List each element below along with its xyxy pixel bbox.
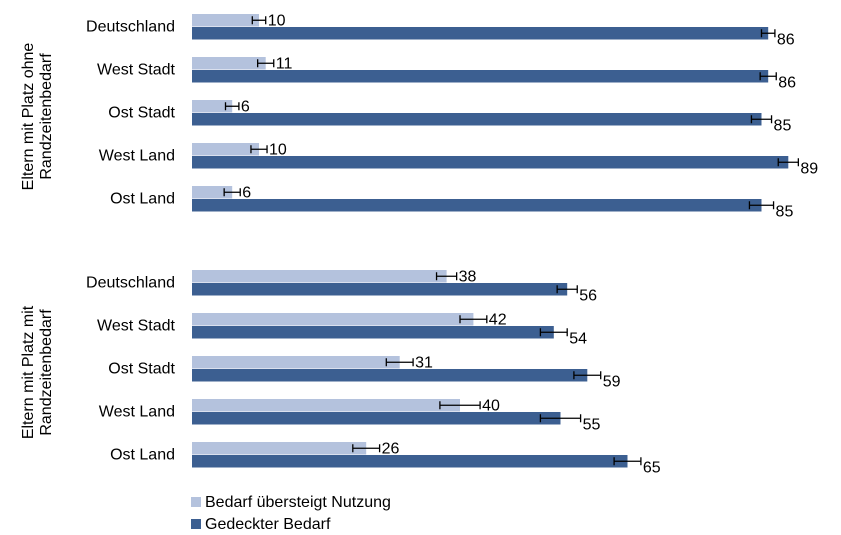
data-label: 42: [489, 312, 507, 329]
bar: [192, 455, 628, 468]
bar: [192, 283, 568, 296]
data-label: 86: [778, 75, 796, 92]
data-label: 55: [583, 417, 601, 434]
data-label: 89: [800, 161, 818, 178]
group-label-line: Randzeitenbedarf: [38, 309, 55, 436]
category-label: Ost Stadt: [108, 361, 175, 378]
group-label-line: Randzeitenbedarf: [38, 53, 55, 180]
data-label: 6: [241, 99, 250, 116]
bar: [192, 326, 554, 339]
data-label: 86: [777, 32, 795, 49]
data-label: 85: [774, 118, 792, 135]
legend-label: Bedarf übersteigt Nutzung: [205, 494, 391, 511]
bar: [192, 143, 259, 156]
bar: [192, 70, 769, 83]
bar: [192, 313, 474, 326]
group-label-line: Eltern mit Platz mit: [20, 305, 37, 439]
bar: [192, 270, 447, 283]
group-label: Eltern mit Platz mitRandzeitenbedarf: [20, 305, 55, 439]
category-label: West Stadt: [97, 62, 176, 79]
bar: [192, 27, 769, 40]
legend-label: Gedeckter Bedarf: [205, 516, 331, 533]
data-label: 38: [459, 269, 477, 286]
bar: [192, 356, 400, 369]
data-label: 26: [382, 441, 400, 458]
bar: [192, 57, 266, 70]
group-label: Eltern mit Platz ohneRandzeitenbedarf: [20, 43, 55, 191]
bar: [192, 156, 789, 169]
data-label: 59: [603, 374, 621, 391]
data-label: 85: [776, 204, 794, 221]
data-label: 40: [482, 398, 500, 415]
bar: [192, 14, 259, 27]
category-label: Deutschland: [86, 275, 175, 292]
bar: [192, 369, 588, 382]
bar: [192, 186, 233, 199]
category-label: Deutschland: [86, 19, 175, 36]
category-label: Ost Land: [110, 191, 175, 208]
category-label: Ost Stadt: [108, 105, 175, 122]
category-label: West Stadt: [97, 318, 176, 335]
bar: [192, 399, 460, 412]
legend-swatch: [191, 497, 201, 507]
group-label-line: Eltern mit Platz ohne: [20, 43, 37, 191]
bar: [192, 199, 762, 212]
bar: [192, 113, 762, 126]
bar: [192, 442, 367, 455]
data-label: 6: [242, 185, 251, 202]
category-label: West Land: [99, 148, 175, 165]
data-label: 10: [268, 13, 286, 30]
legend-swatch: [191, 519, 201, 529]
data-label: 10: [269, 142, 287, 159]
data-label: 56: [579, 288, 597, 305]
data-label: 54: [569, 331, 587, 348]
category-label: Ost Land: [110, 447, 175, 464]
bar: [192, 100, 233, 113]
data-label: 11: [276, 56, 293, 73]
data-label: 65: [643, 460, 661, 477]
category-label: West Land: [99, 404, 175, 421]
data-label: 31: [415, 355, 433, 372]
bar: [192, 412, 561, 425]
